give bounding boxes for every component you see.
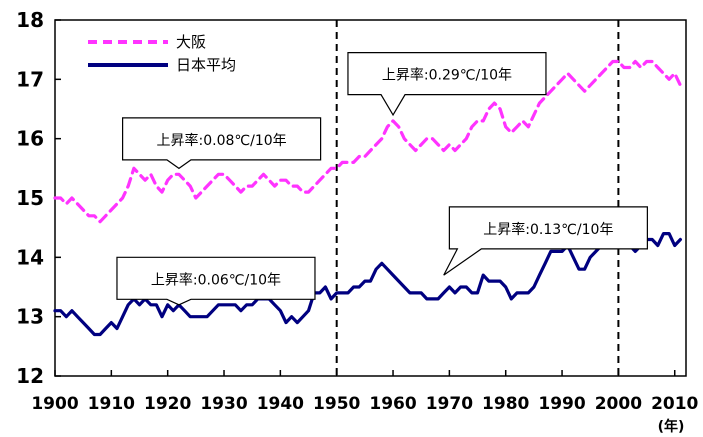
x-tick-label: 1960 — [369, 394, 416, 414]
x-tick-label: 1920 — [144, 394, 191, 414]
y-tick-label: 16 — [16, 127, 44, 151]
x-tick-label: 1990 — [538, 394, 585, 414]
y-tick-label: 18 — [16, 8, 44, 32]
callout-box — [443, 206, 648, 276]
y-tick-label: 17 — [16, 67, 44, 91]
callout-label: 上昇率:0.13℃/10年 — [483, 221, 613, 238]
legend-label: 大阪 — [176, 33, 206, 51]
x-tick-label: 1950 — [313, 394, 360, 414]
x-tick-label: 1910 — [88, 394, 135, 414]
y-tick-label: 12 — [16, 364, 44, 388]
x-tick-label: 2010 — [651, 394, 698, 414]
japan-average-series-line — [53, 232, 683, 337]
axes: 12 13 14 15 16 17 18 1900 1910 1920 1930 1940 1950 19… — [16, 8, 698, 435]
x-tick-label: 1970 — [426, 394, 473, 414]
x-tick-label: 1980 — [482, 394, 529, 414]
callout-label: 上昇率:0.06℃/10年 — [151, 271, 281, 288]
legend-box — [78, 27, 263, 81]
series-lines — [53, 59, 683, 337]
legend-label: 日本平均 — [176, 56, 236, 74]
callout-label: 上昇率:0.08℃/10年 — [157, 132, 287, 149]
callout-box — [116, 256, 316, 306]
y-tick-label: 13 — [16, 305, 44, 329]
y-tick-label: 15 — [16, 186, 44, 210]
x-tick-label: 1940 — [257, 394, 304, 414]
x-tick-label: 1900 — [31, 394, 78, 414]
callout-box — [347, 52, 547, 117]
x-axis-unit: (年) — [658, 418, 685, 435]
osaka-series-line — [53, 59, 683, 224]
callout-label: 上昇率:0.29℃/10年 — [382, 67, 512, 84]
y-tick-label: 14 — [16, 245, 44, 269]
callout-box — [122, 117, 322, 170]
x-tick-label: 2000 — [595, 394, 642, 414]
x-tick-label: 1930 — [200, 394, 247, 414]
